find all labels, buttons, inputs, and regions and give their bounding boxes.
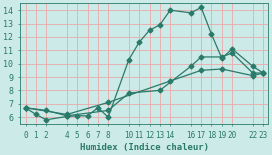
X-axis label: Humidex (Indice chaleur): Humidex (Indice chaleur) [80, 143, 209, 152]
